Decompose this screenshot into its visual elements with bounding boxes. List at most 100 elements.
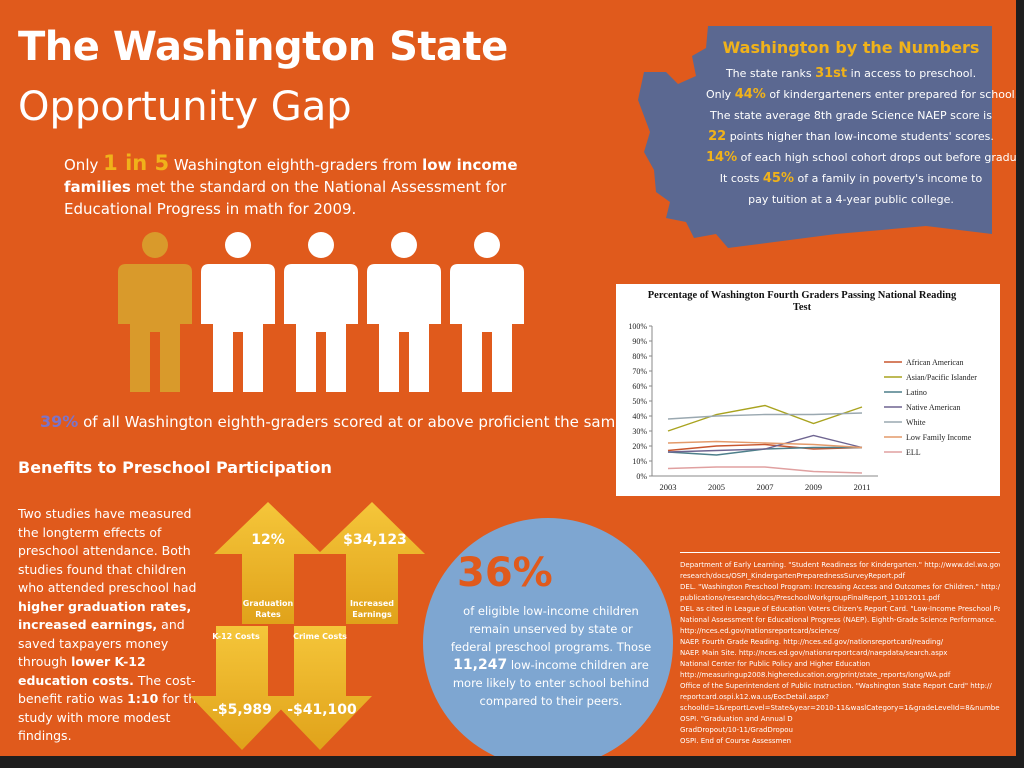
benefits-title: Benefits to Preschool Participation — [18, 458, 332, 477]
wa-line-2a: Only — [706, 88, 732, 101]
series-line — [667, 404, 863, 432]
graduation-value: 12% — [251, 532, 285, 548]
wa-preschool-rank: 31st — [815, 66, 848, 81]
reading-chart: Percentage of Washington Fourth Graders … — [616, 284, 1000, 496]
chart-title: Percentage of Washington Fourth Graders … — [647, 290, 957, 313]
reference-line: research/docs/OSPI_KindergartenPreparedn… — [680, 572, 906, 580]
wa-line-7: pay tuition at a 4-year public college. — [748, 193, 954, 206]
wa-line-6c: of a family in poverty's income to — [797, 172, 983, 185]
legend-label: Latino — [906, 388, 927, 397]
washington-map-shape — [638, 26, 992, 248]
people-graphic — [116, 232, 526, 392]
reference-line: OSPI. End of Course Assessmen — [680, 737, 792, 745]
graduation-up-arrow — [214, 502, 322, 624]
y-tick-label: 90% — [632, 337, 647, 346]
graduation-label: Graduation Rates — [242, 599, 294, 619]
x-tick-label: 2003 — [660, 482, 677, 492]
legend-label: African American — [906, 358, 964, 367]
benefits-p1: Two studies have measured the longterm e… — [18, 506, 197, 595]
unserved-percent: 36% — [457, 550, 553, 596]
legend-label: ELL — [906, 448, 921, 457]
benefits-p4: for the study with more modest findings. — [18, 691, 204, 743]
y-tick-label: 70% — [632, 367, 647, 376]
y-tick-label: 10% — [632, 457, 647, 466]
stat-prefix: Only — [64, 156, 99, 174]
reference-line: Office of the Superintendent of Public I… — [680, 682, 992, 690]
x-tick-label: 2005 — [708, 482, 725, 492]
k12-value: -$5,989 — [212, 702, 272, 718]
legend-label: Native American — [906, 403, 960, 412]
wa-line-3: The state average 8th grade Science NAEP… — [710, 109, 992, 122]
y-tick-label: 20% — [632, 442, 647, 451]
wa-line-4b: points higher than low-income students' … — [729, 130, 994, 143]
wa-numbers-title: Washington by the Numbers — [722, 38, 980, 57]
wa-line-5: 14% of each high school cohort drops out… — [706, 147, 1024, 168]
reference-line: DEL. "Washington Preschool Program: Incr… — [680, 583, 1000, 591]
reference-line: GradDropout/10-11/GradDropou — [680, 726, 793, 734]
right-border — [1016, 0, 1024, 768]
y-tick-label: 50% — [632, 397, 647, 406]
y-tick-label: 40% — [632, 412, 647, 421]
reference-line: schoolId=1&reportLevel=State&year=2010-1… — [680, 704, 1000, 712]
reference-line: National Assessment for Educational Prog… — [680, 616, 997, 624]
person-icon — [284, 232, 358, 392]
benefits-k12: lower K-12 education costs. — [18, 654, 146, 688]
wa-dropout-percent: 14% — [706, 150, 738, 165]
wa-numbers-panel: Washington by the Numbers The state rank… — [706, 38, 1024, 210]
x-tick-label: 2011 — [854, 482, 871, 492]
reference-line: DEL as cited in League of Education Vote… — [680, 605, 1000, 613]
wa-line-2: Only 44% of kindergarteners enter prepar… — [706, 84, 1018, 105]
reference-line: NAEP. Fourth Grade Reading. http://nces.… — [680, 638, 944, 646]
benefits-graduation: higher graduation rates, — [18, 598, 192, 614]
legend-label: White — [906, 418, 926, 427]
wa-line-6: It costs 45% of a family in poverty's in… — [706, 168, 996, 189]
x-tick-label: 2009 — [805, 482, 822, 492]
unserved-number: 11,247 — [453, 657, 508, 673]
benefit-arrows: 12% Graduation Rates $34,123 Increased E… — [190, 502, 425, 762]
benefits-text: Two studies have measured the longterm e… — [18, 505, 214, 746]
one-in-five-highlight: 1 in 5 — [103, 151, 170, 175]
person-icon — [450, 232, 524, 392]
person-icon — [367, 232, 441, 392]
stat-bold: low income families — [64, 156, 518, 196]
wa-line-2c: of kindergarteners enter prepared for sc… — [769, 88, 1019, 101]
reference-line: publications/research/docs/PreschoolWork… — [680, 594, 940, 602]
references-divider — [680, 552, 1000, 553]
crime-down-arrow — [268, 626, 372, 750]
earnings-value: $34,123 — [343, 532, 407, 548]
legend-label: Asian/Pacific Islander — [906, 373, 977, 382]
y-tick-label: 30% — [632, 427, 647, 436]
proficient-statement: 39% of all Washington eighth-graders sco… — [40, 412, 666, 431]
unserved-text: of eligible low-income children remain u… — [449, 602, 653, 710]
crime-label: Crime Costs — [293, 632, 347, 641]
wa-line-6a: It costs — [719, 172, 760, 185]
wa-line-1: The state ranks 31st in access to presch… — [706, 63, 996, 84]
chart-plot: 0% 10% 20% 30% 40% 50% 60% 70% 80% 90% 100% 2003 200… — [628, 322, 977, 492]
reference-line: http://measuringup2008.highereducation.o… — [680, 671, 951, 679]
page-title: The Washington State — [18, 24, 508, 70]
person-icon — [201, 232, 275, 392]
benefits-p2: and saved taxpayers money through — [18, 617, 185, 669]
reference-line: http://nces.ed.gov/nationsreportcard/sci… — [680, 627, 840, 635]
k12-down-arrow — [190, 626, 294, 750]
series-line — [667, 412, 863, 420]
earnings-up-arrow — [318, 502, 425, 624]
unserved-text-2: low-income children are more likely to e… — [452, 658, 650, 708]
reference-line: NAEP. Main Site. http://nces.ed.gov/nati… — [680, 649, 948, 657]
unserved-children-circle: 36% of eligible low-income children rema… — [423, 518, 673, 768]
y-tick-label: 100% — [628, 322, 647, 331]
page-subtitle: Opportunity Gap — [18, 84, 352, 130]
earnings-label: Increased Earnings — [349, 599, 395, 619]
unserved-text-1: of eligible low-income children remain u… — [450, 604, 652, 654]
series-line — [667, 440, 863, 449]
reference-line: National Center for Public Policy and Hi… — [680, 660, 871, 668]
bottom-border — [0, 756, 1024, 768]
wa-line-5b: of each high school cohort drops out bef… — [740, 151, 1024, 164]
benefits-earnings: increased earnings, — [18, 617, 158, 632]
one-in-five-statement: Only 1 in 5 Washington eighth-graders fr… — [64, 152, 584, 220]
stat-suffix: met the standard on the National Assessm… — [64, 178, 507, 218]
reference-line: OSPI. "Graduation and Annual D — [680, 715, 793, 723]
wa-line-1a: The state ranks — [725, 67, 812, 80]
reference-line: Department of Early Learning. "Student R… — [680, 561, 1000, 569]
